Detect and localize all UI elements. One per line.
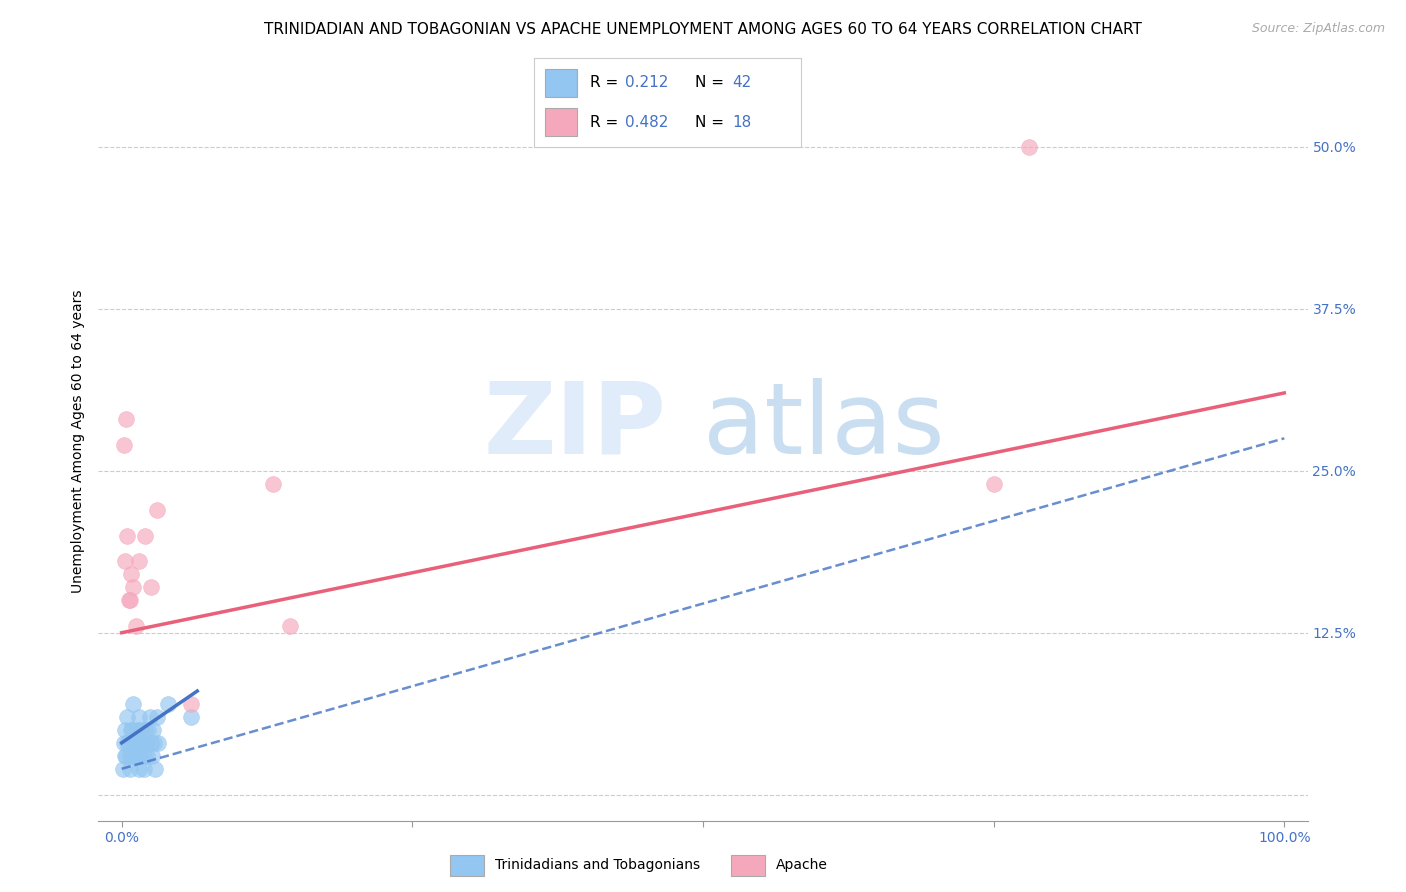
Point	[121, 748, 143, 763]
Point	[114, 748, 136, 763]
Point	[138, 723, 160, 737]
Point	[122, 697, 145, 711]
Text: 42: 42	[733, 76, 751, 90]
Text: 0.212: 0.212	[626, 76, 668, 90]
Point	[117, 710, 139, 724]
Point	[124, 736, 146, 750]
Point	[145, 502, 167, 516]
Text: N =: N =	[695, 76, 728, 90]
Point	[127, 736, 149, 750]
Point	[278, 619, 301, 633]
Point	[118, 762, 141, 776]
Point	[120, 567, 142, 582]
Point	[112, 736, 135, 750]
Point	[115, 412, 138, 426]
FancyBboxPatch shape	[450, 855, 484, 876]
Point	[131, 736, 153, 750]
Point	[117, 736, 139, 750]
Point	[145, 762, 167, 776]
Point	[124, 736, 146, 750]
Point	[134, 528, 156, 542]
Point	[115, 748, 138, 763]
Text: N =: N =	[695, 115, 728, 129]
Point	[138, 710, 160, 724]
Point	[139, 580, 162, 594]
Text: 18: 18	[733, 115, 751, 129]
Point	[114, 554, 136, 568]
Point	[121, 723, 143, 737]
FancyBboxPatch shape	[546, 69, 576, 97]
Text: ZIP: ZIP	[484, 378, 666, 475]
Point	[128, 710, 150, 724]
Text: 0.482: 0.482	[626, 115, 668, 129]
Point	[135, 736, 157, 750]
Point	[125, 723, 148, 737]
Point	[112, 438, 135, 452]
Y-axis label: Unemployment Among Ages 60 to 64 years: Unemployment Among Ages 60 to 64 years	[70, 290, 84, 593]
Point	[128, 762, 150, 776]
Point	[180, 710, 202, 724]
Point	[129, 748, 152, 763]
Point	[118, 593, 141, 607]
Point	[141, 748, 163, 763]
Point	[145, 710, 167, 724]
Point	[180, 697, 202, 711]
Point	[132, 748, 155, 763]
Point	[1018, 139, 1040, 153]
Point	[157, 697, 180, 711]
Point	[118, 748, 141, 763]
Point	[122, 580, 145, 594]
Point	[143, 736, 166, 750]
Text: R =: R =	[591, 76, 623, 90]
Text: atlas: atlas	[703, 378, 945, 475]
Point	[111, 762, 134, 776]
Text: Apache: Apache	[776, 858, 828, 872]
Text: TRINIDADIAN AND TOBAGONIAN VS APACHE UNEMPLOYMENT AMONG AGES 60 TO 64 YEARS CORR: TRINIDADIAN AND TOBAGONIAN VS APACHE UNE…	[264, 22, 1142, 37]
FancyBboxPatch shape	[731, 855, 765, 876]
Point	[118, 593, 141, 607]
Point	[131, 736, 153, 750]
Point	[124, 748, 146, 763]
Point	[114, 723, 136, 737]
Text: R =: R =	[591, 115, 623, 129]
Point	[117, 528, 139, 542]
Point	[124, 619, 146, 633]
FancyBboxPatch shape	[546, 108, 576, 136]
Point	[132, 762, 155, 776]
Point	[983, 476, 1005, 491]
Point	[125, 748, 148, 763]
Point	[131, 723, 153, 737]
Point	[128, 554, 150, 568]
Text: Trinidadians and Tobagonians: Trinidadians and Tobagonians	[495, 858, 700, 872]
Text: Source: ZipAtlas.com: Source: ZipAtlas.com	[1251, 22, 1385, 36]
Point	[120, 723, 142, 737]
Point	[118, 736, 141, 750]
Point	[146, 736, 169, 750]
Point	[136, 748, 159, 763]
Point	[142, 723, 165, 737]
Point	[139, 736, 162, 750]
Point	[134, 723, 156, 737]
Point	[262, 476, 284, 491]
